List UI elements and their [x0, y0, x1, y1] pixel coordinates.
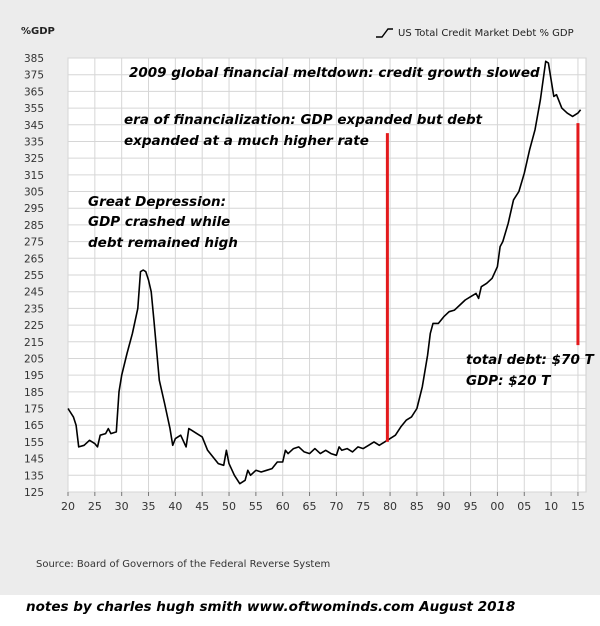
x-tick-label-45: 45 [195, 500, 209, 513]
annotation-gdp: GDP: $20 T [466, 373, 552, 389]
x-tick-label-00: 00 [490, 500, 504, 513]
x-tick-label-70: 70 [329, 500, 343, 513]
y-tick-label-345: 345 [24, 120, 44, 132]
annotation-totals: total debt: $70 T GDP: $20 T [466, 352, 596, 389]
y-tick-label-275: 275 [24, 237, 44, 249]
y-tick-label-235: 235 [24, 303, 44, 315]
y-tick-label-135: 135 [24, 470, 44, 482]
x-tick-label-15: 15 [571, 500, 585, 513]
y-tick-label-255: 255 [24, 270, 44, 282]
y-tick-label-155: 155 [24, 437, 44, 449]
y-tick-label-245: 245 [24, 287, 44, 299]
x-tick-label-20: 20 [61, 500, 75, 513]
y-tick-label-305: 305 [24, 187, 44, 199]
y-tick-label-265: 265 [24, 253, 44, 265]
x-tick-label-85: 85 [410, 500, 424, 513]
annotation-depression-line1: Great Depression: [88, 194, 226, 210]
y-tick-label-285: 285 [24, 220, 44, 232]
grid [67, 57, 587, 493]
y-tick-label-215: 215 [24, 337, 44, 349]
y-tick-label-205: 205 [24, 353, 44, 365]
annotation-depression-line2: GDP crashed while [88, 214, 230, 230]
y-tick-label-225: 225 [24, 320, 44, 332]
y-axis-unit-label: %GDP [21, 26, 55, 37]
series-group [67, 60, 582, 485]
x-tick-label-50: 50 [222, 500, 236, 513]
y-tick-label-355: 355 [24, 103, 44, 115]
annotation-great-depression: Great Depression: GDP crashed while debt… [88, 194, 238, 251]
debt-gdp-line-chart: 125 135 145 155 165 175 185 195 205 215 225 235 245 2… [21, 26, 596, 570]
x-tick-label-25: 25 [88, 500, 102, 513]
x-axis: 20 25 30 35 40 45 50 55 60 65 70 75 80 85 90 95 00 05 10 15 [61, 492, 585, 513]
y-tick-label-315: 315 [24, 170, 44, 182]
x-tick-label-40: 40 [168, 500, 182, 513]
annotation-financialization-line1: era of financialization: GDP expanded bu… [124, 112, 483, 128]
y-tick-label-295: 295 [24, 203, 44, 215]
y-tick-label-175: 175 [24, 404, 44, 416]
chart-frame: 125 135 145 155 165 175 185 195 205 215 225 235 245 2… [0, 0, 600, 595]
y-axis: 125 135 145 155 165 175 185 195 205 215 225 235 245 2… [24, 53, 44, 499]
x-tick-label-65: 65 [303, 500, 317, 513]
y-tick-label-385: 385 [24, 53, 44, 65]
y-tick-label-165: 165 [24, 420, 44, 432]
legend-line-icon [376, 28, 393, 38]
x-tick-label-30: 30 [115, 500, 129, 513]
x-tick-label-75: 75 [356, 500, 370, 513]
x-tick-label-05: 05 [517, 500, 531, 513]
x-tick-label-90: 90 [437, 500, 451, 513]
series-line-0 [67, 60, 582, 485]
y-tick-label-325: 325 [24, 153, 44, 165]
legend-label: US Total Credit Market Debt % GDP [398, 28, 574, 39]
x-tick-label-80: 80 [383, 500, 397, 513]
y-tick-label-365: 365 [24, 86, 44, 98]
y-tick-label-185: 185 [24, 387, 44, 399]
annotation-total-debt: total debt: $70 T [466, 352, 596, 368]
source-note: Source: Board of Governors of the Federa… [36, 559, 330, 570]
footer-credit: notes by charles hugh smith www.oftwomin… [26, 599, 516, 615]
y-tick-label-335: 335 [24, 136, 44, 148]
annotation-depression-line3: debt remained high [88, 235, 238, 251]
x-tick-label-35: 35 [142, 500, 156, 513]
x-tick-label-10: 10 [544, 500, 558, 513]
x-tick-label-95: 95 [464, 500, 478, 513]
y-tick-label-145: 145 [24, 454, 44, 466]
legend: US Total Credit Market Debt % GDP [376, 28, 574, 39]
x-tick-label-55: 55 [249, 500, 263, 513]
annotation-2009: 2009 global financial meltdown: credit g… [129, 65, 540, 81]
y-tick-label-375: 375 [24, 70, 44, 82]
annotation-financialization-line2: expanded at a much higher rate [124, 133, 369, 149]
y-tick-label-195: 195 [24, 370, 44, 382]
annotation-2009-line1: 2009 global financial meltdown: credit g… [129, 65, 540, 81]
x-tick-label-60: 60 [276, 500, 290, 513]
annotation-financialization: era of financialization: GDP expanded bu… [124, 112, 483, 149]
red-marker-lines [385, 123, 580, 442]
y-tick-label-125: 125 [24, 487, 44, 499]
